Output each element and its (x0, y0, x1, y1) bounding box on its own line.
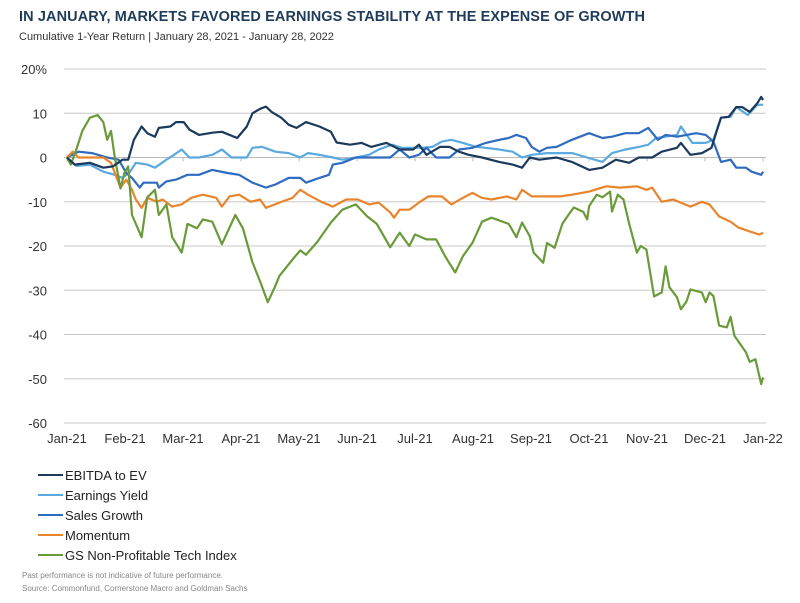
legend-item: Sales Growth (38, 505, 237, 525)
legend-item: EBITDA to EV (38, 465, 237, 485)
x-tick-label: Dec-21 (684, 431, 726, 446)
legend-label: EBITDA to EV (65, 467, 147, 483)
y-tick-label: -40 (28, 328, 47, 343)
legend-swatch (38, 474, 63, 476)
legend-item: GS Non-Profitable Tech Index (38, 545, 237, 565)
series-line-gs-non-profitable-tech-index (66, 113, 765, 386)
legend-label: GS Non-Profitable Tech Index (65, 547, 237, 563)
x-tick-label: Oct-21 (569, 431, 608, 446)
legend-item: Earnings Yield (38, 485, 237, 505)
x-tick-label: Aug-21 (452, 431, 494, 446)
y-tick-label: -10 (28, 195, 47, 210)
source-note: Source: Commonfund, Cornerstone Macro an… (22, 584, 248, 593)
legend-swatch (38, 554, 63, 556)
chart-title: IN JANUARY, MARKETS FAVORED EARNINGS STA… (19, 9, 646, 25)
y-tick-label: 10 (33, 106, 47, 121)
x-tick-label: Feb-21 (104, 431, 145, 446)
x-tick-label: Apr-21 (221, 431, 260, 446)
x-axis-labels: Jan-21 Feb-21 Mar-21 Apr-21 May-21 Jun-21 Jul-… (47, 431, 783, 446)
y-tick-label: 20% (21, 62, 47, 77)
x-tick-label: Mar-21 (162, 431, 203, 446)
gridlines (64, 68, 766, 424)
x-tick-label: Jan-21 (47, 431, 87, 446)
legend-swatch (38, 514, 63, 516)
legend: EBITDA to EV Earnings Yield Sales Growth Mo… (38, 465, 237, 565)
x-tick-label: Jul-21 (397, 431, 432, 446)
series-lines (66, 95, 765, 386)
legend-label: Momentum (65, 527, 131, 543)
legend-item: Momentum (38, 525, 237, 545)
legend-swatch (38, 534, 63, 536)
x-tick-label: Jan-22 (743, 431, 783, 446)
disclaimer: Past performance is not indicative of fu… (22, 571, 223, 580)
legend-label: Earnings Yield (65, 487, 149, 503)
series-line-momentum (66, 150, 764, 236)
x-tick-label: Jun-21 (337, 431, 377, 446)
y-tick-label: -60 (28, 416, 47, 431)
series-line-earnings-yield (66, 103, 764, 179)
y-tick-label: -50 (28, 372, 47, 387)
series-line-ebitda-to-ev (66, 95, 765, 171)
x-tick-label: May-21 (277, 431, 320, 446)
y-tick-label: -20 (28, 239, 47, 254)
chart-subtitle: Cumulative 1-Year Return | January 28, 2… (19, 31, 334, 43)
x-tick-label: Sep-21 (510, 431, 552, 446)
legend-label: Sales Growth (65, 507, 144, 523)
x-tick-label: Nov-21 (626, 431, 668, 446)
legend-swatch (38, 494, 63, 496)
y-axis-labels: 20% 10 0 -10 -20 -30 -40 -50 -60 (21, 62, 47, 431)
y-tick-label: -30 (28, 283, 47, 298)
y-tick-label: 0 (40, 151, 47, 166)
